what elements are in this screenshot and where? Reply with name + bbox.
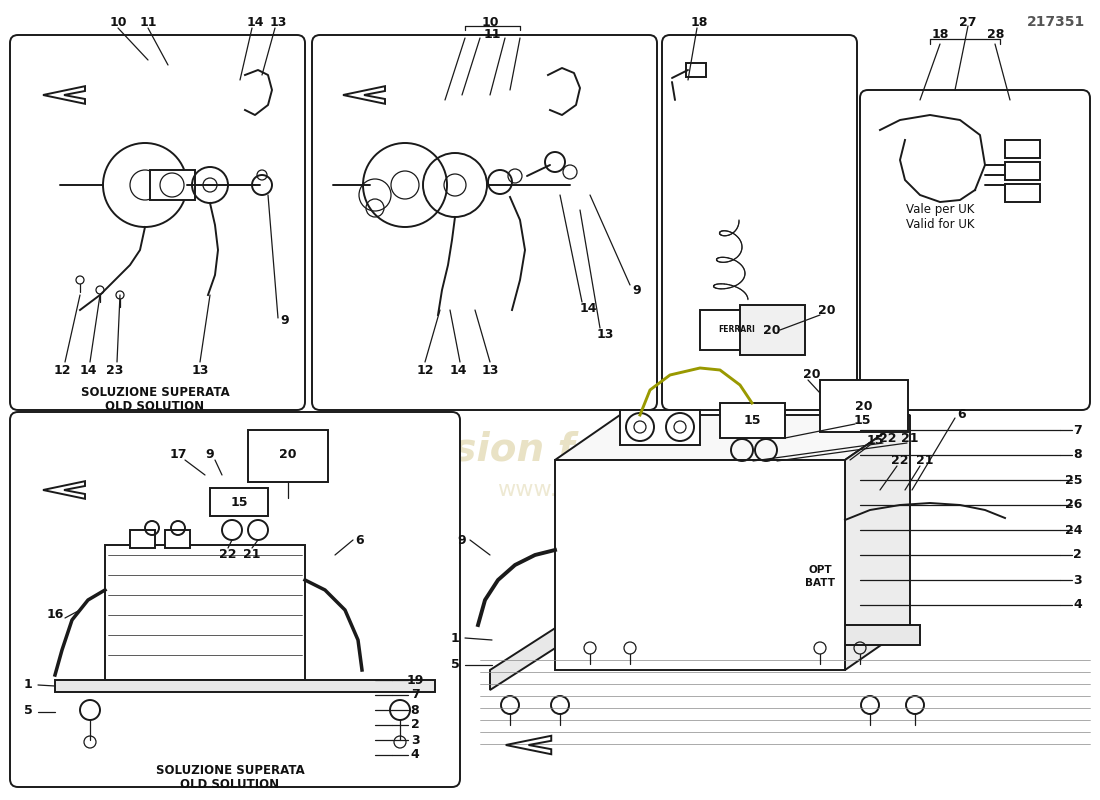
- Text: 20: 20: [279, 449, 297, 462]
- Text: 7: 7: [410, 689, 419, 702]
- Text: 23: 23: [107, 363, 123, 377]
- Text: Vale per UK: Vale per UK: [905, 203, 975, 217]
- Polygon shape: [556, 415, 910, 460]
- Bar: [165, 530, 190, 548]
- Text: FERRARI: FERRARI: [718, 326, 756, 334]
- Text: 20: 20: [763, 323, 781, 337]
- Bar: [740, 305, 805, 355]
- Text: 9: 9: [632, 283, 641, 297]
- Bar: [700, 310, 776, 350]
- Text: 15: 15: [854, 414, 871, 426]
- Text: 10: 10: [482, 15, 498, 29]
- Text: 1: 1: [23, 678, 32, 691]
- Bar: [620, 410, 700, 445]
- Text: OLD SOLUTION: OLD SOLUTION: [106, 399, 205, 413]
- Text: 14: 14: [246, 15, 264, 29]
- Text: 22: 22: [891, 454, 909, 466]
- Text: 13: 13: [596, 329, 614, 342]
- Text: 6: 6: [355, 534, 364, 546]
- Text: 6: 6: [958, 409, 966, 422]
- Text: OLD SOLUTION: OLD SOLUTION: [180, 778, 279, 790]
- Text: Valid for UK: Valid for UK: [905, 218, 975, 231]
- Text: 2: 2: [1074, 549, 1082, 562]
- FancyBboxPatch shape: [10, 35, 305, 410]
- Text: 15: 15: [744, 414, 761, 426]
- Text: 217351: 217351: [1026, 15, 1085, 29]
- Text: 21: 21: [243, 549, 261, 562]
- Text: 8: 8: [410, 703, 419, 717]
- Text: 8: 8: [1074, 449, 1082, 462]
- Bar: [104, 545, 305, 680]
- Text: 14: 14: [580, 302, 596, 314]
- Text: 11: 11: [140, 15, 156, 29]
- Bar: [150, 170, 195, 200]
- Text: 15: 15: [230, 495, 248, 509]
- Text: 14: 14: [449, 363, 466, 377]
- Text: 25: 25: [1065, 474, 1082, 486]
- Text: passion for fast cars: passion for fast cars: [376, 431, 824, 469]
- Polygon shape: [845, 415, 910, 670]
- Text: 21: 21: [901, 431, 918, 445]
- Bar: [210, 488, 268, 516]
- Text: 18: 18: [932, 29, 948, 42]
- Text: 10: 10: [109, 15, 126, 29]
- Text: 2: 2: [410, 718, 419, 731]
- Text: 3: 3: [410, 734, 419, 746]
- Text: 24: 24: [1065, 523, 1082, 537]
- Polygon shape: [490, 625, 920, 690]
- Text: 20: 20: [818, 303, 836, 317]
- Text: 12: 12: [53, 363, 70, 377]
- Text: SOLUZIONE SUPERATA: SOLUZIONE SUPERATA: [80, 386, 230, 398]
- Text: 22: 22: [879, 431, 896, 445]
- Text: 22: 22: [219, 549, 236, 562]
- Text: 26: 26: [1065, 498, 1082, 511]
- FancyBboxPatch shape: [662, 35, 857, 410]
- Text: 1: 1: [451, 631, 460, 645]
- Text: 19: 19: [406, 674, 424, 686]
- Text: 5: 5: [23, 703, 32, 717]
- Bar: [1005, 184, 1040, 202]
- Text: BATT: BATT: [805, 578, 835, 588]
- Text: 12: 12: [416, 363, 433, 377]
- FancyBboxPatch shape: [312, 35, 657, 410]
- Text: 15: 15: [867, 434, 883, 446]
- Text: 7: 7: [1074, 423, 1082, 437]
- Text: www.realoem.com: www.realoem.com: [497, 480, 703, 500]
- Text: 20: 20: [803, 369, 821, 382]
- Text: 28: 28: [988, 29, 1004, 42]
- Text: 9: 9: [458, 534, 466, 546]
- Text: 16: 16: [46, 609, 64, 622]
- Text: 13: 13: [191, 363, 209, 377]
- FancyBboxPatch shape: [860, 90, 1090, 410]
- Bar: [1005, 140, 1040, 158]
- Bar: [820, 380, 908, 432]
- Text: 13: 13: [270, 15, 287, 29]
- Text: 9: 9: [280, 314, 289, 326]
- Text: 4: 4: [410, 749, 419, 762]
- Text: 17: 17: [169, 449, 187, 462]
- Text: 11: 11: [483, 29, 500, 42]
- Text: 18: 18: [691, 15, 707, 29]
- FancyBboxPatch shape: [10, 412, 460, 787]
- Bar: [130, 530, 155, 548]
- Text: 20: 20: [856, 399, 872, 413]
- Text: 9: 9: [206, 449, 214, 462]
- Bar: [1005, 162, 1040, 180]
- Bar: [248, 430, 328, 482]
- Text: 27: 27: [959, 15, 977, 29]
- Text: SOLUZIONE SUPERATA: SOLUZIONE SUPERATA: [155, 763, 305, 777]
- Text: 14: 14: [79, 363, 97, 377]
- Text: 5: 5: [451, 658, 460, 671]
- Bar: [686, 63, 706, 77]
- Text: 13: 13: [482, 363, 498, 377]
- Text: 4: 4: [1074, 598, 1082, 611]
- Text: 3: 3: [1074, 574, 1082, 586]
- Text: 21: 21: [916, 454, 934, 466]
- Bar: [55, 680, 435, 692]
- Bar: [720, 403, 785, 438]
- Text: OPT: OPT: [808, 565, 832, 575]
- Bar: [556, 460, 845, 670]
